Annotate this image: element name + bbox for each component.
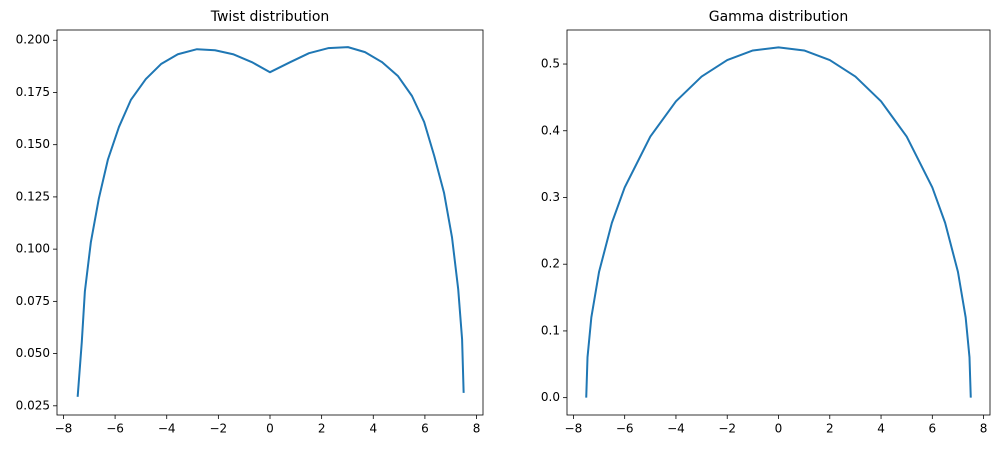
x-tick-label: −8 — [55, 422, 73, 436]
x-tick-label: 2 — [318, 422, 326, 436]
y-tick-label: 0.4 — [541, 123, 560, 137]
x-tick-label: 6 — [928, 422, 936, 436]
y-tick-label: 0.2 — [541, 257, 560, 271]
plot-frame — [566, 29, 991, 416]
y-tick-label: 0.1 — [541, 323, 560, 337]
x-tick-label: −4 — [158, 422, 176, 436]
x-tick-label: −6 — [616, 422, 634, 436]
x-tick-label: −6 — [106, 422, 124, 436]
y-tick-label: 0.0 — [541, 390, 560, 404]
chart-title: Gamma distribution — [709, 9, 849, 25]
y-tick-label: 0.5 — [541, 57, 560, 71]
y-tick-label: 0.175 — [16, 85, 50, 99]
plot-frame — [56, 29, 484, 416]
y-tick-label: 0.025 — [16, 398, 50, 412]
x-tick-label: −2 — [718, 422, 736, 436]
x-tick-label: 2 — [826, 422, 834, 436]
x-tick-label: 4 — [369, 422, 377, 436]
y-tick-label: 0.075 — [16, 294, 50, 308]
x-tick-label: 0 — [775, 422, 783, 436]
y-tick-label: 0.100 — [16, 242, 50, 256]
x-tick-label: 8 — [473, 422, 481, 436]
y-tick-label: 0.125 — [16, 189, 50, 203]
x-tick-label: −4 — [667, 422, 685, 436]
y-tick-label: 0.050 — [16, 346, 50, 360]
y-tick-label: 0.200 — [16, 33, 50, 47]
chart-title: Twist distribution — [210, 9, 330, 25]
x-tick-label: 6 — [421, 422, 429, 436]
x-tick-label: 4 — [877, 422, 885, 436]
x-tick-label: −2 — [210, 422, 228, 436]
y-tick-label: 0.3 — [541, 190, 560, 204]
x-tick-label: 0 — [266, 422, 274, 436]
line-series — [585, 46, 972, 398]
line-series — [76, 46, 465, 397]
y-tick-label: 0.150 — [16, 137, 50, 151]
x-tick-label: −8 — [565, 422, 583, 436]
x-tick-label: 8 — [980, 422, 988, 436]
